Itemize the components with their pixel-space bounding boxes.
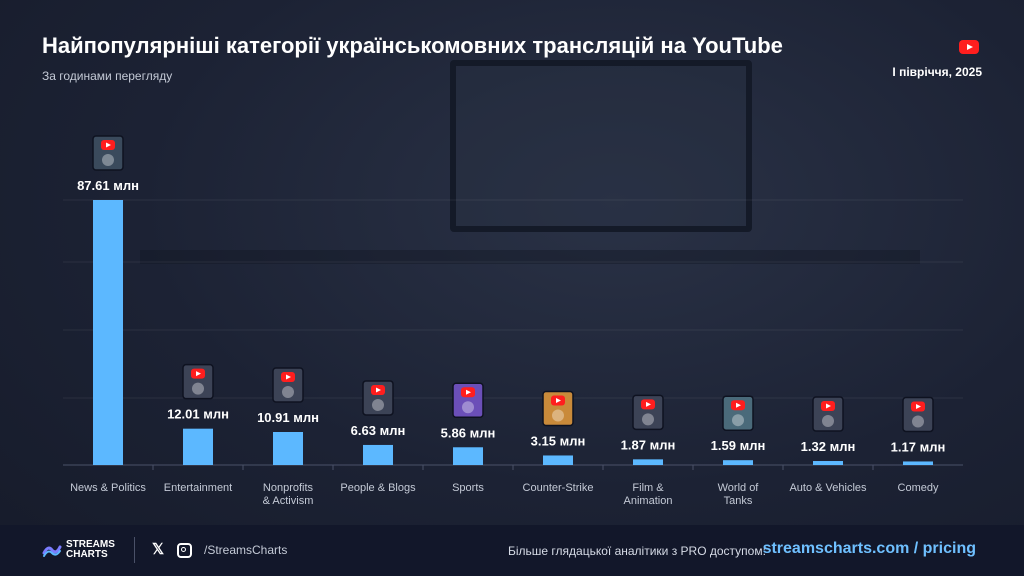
x-tick-label-line: Entertainment [163, 482, 233, 494]
bar [93, 200, 123, 465]
brand-line-2: CHARTS [66, 549, 108, 560]
chart-subtitle: За годинами перегляду [42, 69, 173, 83]
x-tick-label-line: Film & [632, 482, 664, 494]
bar [723, 460, 753, 465]
play-icon [196, 371, 201, 377]
entertainment-icon [182, 363, 214, 400]
brand-logo-text[interactable]: STREAMS CHARTS [66, 540, 126, 560]
x-tick-label-line: Nonprofits [262, 482, 314, 494]
category-glyph-icon [912, 415, 924, 428]
play-icon [466, 389, 471, 395]
x-tick-label-line: & Activism [262, 495, 314, 507]
play-icon [646, 401, 651, 407]
auto-vehicles-icon [812, 396, 844, 432]
play-icon [286, 374, 291, 380]
category-glyph-icon [102, 154, 114, 166]
play-icon [106, 142, 111, 148]
data-label: 6.63 млн [351, 423, 406, 438]
category-glyph-icon [462, 401, 474, 414]
promo-text: Більше глядацької аналітики з PRO доступ… [508, 544, 766, 558]
counter-strike-icon [542, 390, 574, 427]
data-label: 12.01 млн [167, 407, 229, 422]
bar-chart: 87.61 млн 12.01 млн 10.91 млн 6.63 млн 5.86 … [63, 135, 963, 470]
news-politics-icon [92, 135, 124, 171]
footer-divider [134, 537, 135, 563]
play-icon [376, 387, 381, 393]
data-label: 1.87 млн [621, 437, 676, 452]
youtube-logo-icon [959, 40, 979, 54]
x-tick-label: World of Tanks [688, 482, 788, 508]
play-icon [916, 403, 921, 409]
x-tick-label-line: Auto & Vehicles [789, 482, 867, 494]
data-label: 10.91 млн [257, 410, 319, 425]
x-twitter-icon[interactable]: 𝕏 [152, 541, 165, 558]
x-tick-label-line: Sports [452, 482, 484, 494]
social-handle[interactable]: /StreamsCharts [204, 543, 288, 557]
bar [633, 459, 663, 465]
background-desk [140, 250, 920, 264]
category-glyph-icon [282, 385, 294, 398]
data-label: 1.17 млн [891, 439, 946, 454]
x-tick-label-line: News & Politics [70, 482, 146, 494]
pricing-link[interactable]: streamscharts.com / pricing [762, 540, 976, 557]
x-tick-label-line: Counter-Strike [522, 482, 594, 494]
data-label: 5.86 млн [441, 425, 496, 440]
x-tick-label-line: Comedy [897, 482, 939, 494]
x-tick-label: People & Blogs [328, 482, 428, 495]
sports-icon [452, 382, 484, 419]
x-tick-label-line: People & Blogs [340, 482, 416, 494]
streams-charts-logo-icon [42, 545, 62, 557]
x-tick-label: Counter-Strike [508, 482, 608, 495]
data-label: 1.59 млн [711, 438, 766, 453]
bar [453, 447, 483, 465]
bar [363, 444, 393, 465]
play-icon [826, 403, 831, 409]
data-label: 3.15 млн [531, 433, 586, 448]
x-tick-label-line: Tanks [723, 495, 753, 507]
background-monitor [450, 60, 752, 232]
category-glyph-icon [642, 413, 654, 426]
x-tick-label: Auto & Vehicles [778, 482, 878, 495]
people-blogs-icon [362, 380, 394, 416]
x-tick-label: Entertainment [148, 482, 248, 495]
data-label: 1.32 млн [801, 439, 856, 454]
data-label: 87.61 млн [77, 178, 139, 193]
brand-line-1: STREAMS [66, 539, 115, 550]
bar [813, 461, 843, 465]
category-glyph-icon [552, 409, 564, 422]
footer-bar [0, 525, 1024, 576]
category-glyph-icon [192, 382, 204, 395]
instagram-icon[interactable] [177, 543, 192, 558]
world-of-tanks-icon [722, 395, 754, 431]
period-label: I півріччя, 2025 [892, 65, 982, 79]
x-tick-label: News & Politics [58, 482, 158, 495]
chart-title: Найпопулярніші категорії українськомовни… [42, 33, 783, 58]
bar [273, 431, 303, 465]
x-tick-label: Nonprofits & Activism [238, 482, 338, 508]
category-glyph-icon [372, 398, 384, 411]
category-glyph-icon [732, 414, 744, 427]
category-glyph-icon [822, 415, 834, 428]
play-icon [556, 397, 561, 403]
x-tick-label-line: Animation [623, 495, 673, 507]
x-tick-label: Comedy [868, 482, 968, 495]
bar [903, 461, 933, 465]
nonprofits-icon [272, 367, 304, 403]
play-icon [736, 402, 741, 408]
x-tick-label: Film & Animation [598, 482, 698, 508]
bar [543, 455, 573, 465]
bar [183, 428, 213, 465]
comedy-icon [902, 396, 934, 433]
x-tick-label-line: World of [717, 482, 759, 494]
x-tick-label: Sports [418, 482, 518, 495]
film-animation-icon [632, 394, 664, 431]
